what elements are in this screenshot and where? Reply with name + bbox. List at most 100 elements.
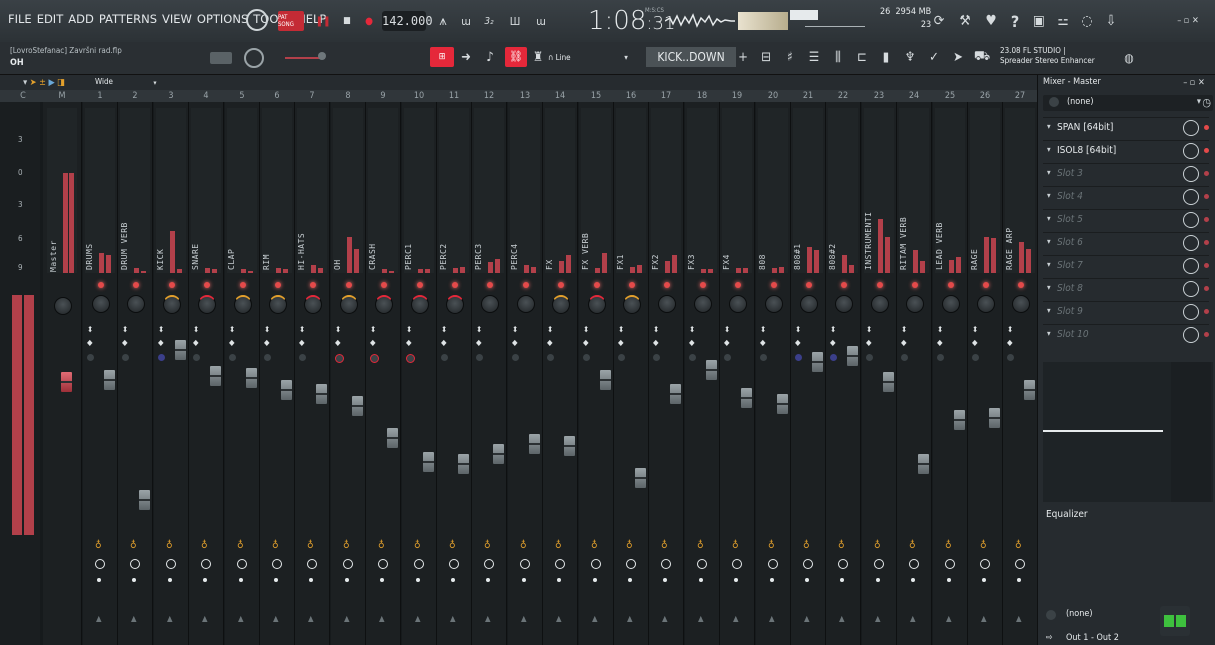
latency-icon[interactable] — [343, 559, 353, 569]
phase-icon[interactable] — [512, 354, 519, 361]
phase-icon[interactable] — [653, 354, 660, 361]
main-volume-slider[interactable] — [285, 57, 325, 59]
menu-file[interactable]: FILE — [8, 12, 32, 26]
panel-window-controls[interactable]: – ▫ ✕ — [1183, 77, 1205, 88]
pan-knob[interactable] — [481, 295, 499, 313]
phase-icon[interactable] — [1007, 354, 1014, 361]
track-name[interactable]: 808#1 — [793, 243, 802, 270]
latency-icon[interactable] — [768, 559, 778, 569]
lock-icon[interactable]: ♁ — [237, 540, 244, 551]
send-arrow-icon[interactable]: ▲ — [521, 614, 527, 623]
volume-fader[interactable] — [316, 384, 327, 404]
mute-switch[interactable] — [700, 282, 706, 288]
slot-menu-icon[interactable]: ▾ — [1047, 329, 1051, 338]
swap-channels-icon[interactable]: ◆ — [760, 338, 766, 347]
route-dot[interactable] — [876, 578, 880, 582]
pitch-slider[interactable] — [805, 26, 865, 27]
latency-icon[interactable] — [201, 559, 211, 569]
menu-patterns[interactable]: PATTERNS — [98, 12, 157, 26]
loop-record-icon[interactable]: ɯ — [536, 14, 546, 28]
swap-channels-icon[interactable]: ◆ — [583, 338, 589, 347]
mixer-toolbar-icons[interactable]: ▾ ➤ ± ▶ ◨ — [23, 77, 65, 88]
add-pattern-icon[interactable]: + — [738, 49, 748, 65]
effect-slot-4[interactable]: ▾ Slot 4 — [1043, 186, 1209, 208]
channel-rack-icon[interactable]: ☰ — [808, 49, 820, 65]
latency-icon[interactable] — [414, 559, 424, 569]
slot-mix-knob[interactable] — [1183, 120, 1199, 136]
output-route[interactable]: Out 1 - Out 2 — [1066, 633, 1119, 643]
slot-mix-knob[interactable] — [1183, 281, 1199, 297]
slot-enable-switch[interactable] — [1204, 240, 1209, 245]
route-dot[interactable] — [203, 578, 207, 582]
track-name[interactable]: RAGE ARP — [1005, 227, 1014, 270]
track-name[interactable]: DRUMS — [85, 243, 94, 270]
track-name[interactable]: SNARE — [191, 243, 200, 270]
lock-icon[interactable]: ♁ — [484, 540, 491, 551]
stereo-separation-icon[interactable]: ⬍ — [335, 325, 342, 334]
volume-fader[interactable] — [670, 384, 681, 404]
effect-slot-7[interactable]: ▾ Slot 7 — [1043, 255, 1209, 277]
help-icon[interactable]: ? — [1010, 11, 1020, 31]
lock-icon[interactable]: ♁ — [1015, 540, 1022, 551]
lock-icon[interactable]: ♁ — [130, 540, 137, 551]
volume-fader[interactable] — [352, 396, 363, 416]
slot-mix-knob[interactable] — [1183, 166, 1199, 182]
stereo-separation-icon[interactable]: ⬍ — [653, 325, 660, 334]
pan-knob[interactable] — [871, 295, 889, 313]
track-name[interactable]: KICK — [156, 248, 165, 270]
track-name[interactable]: FX4 — [722, 254, 731, 270]
track-name[interactable]: CLAP — [227, 248, 236, 270]
stereo-separation-icon[interactable]: ⬍ — [264, 325, 271, 334]
slot-mix-knob[interactable] — [1183, 212, 1199, 228]
track-name[interactable]: DRUM VERB — [120, 222, 129, 270]
menu-options[interactable]: OPTIONS — [196, 12, 249, 26]
volume-fader[interactable] — [564, 436, 575, 456]
phase-icon[interactable] — [476, 354, 483, 361]
mute-switch[interactable] — [806, 282, 812, 288]
mute-switch[interactable] — [948, 282, 954, 288]
stereo-separation-icon[interactable]: ⬍ — [972, 325, 979, 334]
stereo-separation-icon[interactable]: ⬍ — [193, 325, 200, 334]
song-time-display[interactable]: 1:08:31 — [588, 6, 675, 36]
send-arrow-icon[interactable]: ▲ — [733, 614, 739, 623]
lock-icon[interactable]: ♁ — [697, 540, 704, 551]
snap-dropdown-icon[interactable]: ▾ — [624, 52, 628, 62]
pan-knob[interactable] — [163, 295, 181, 314]
volume-fader[interactable] — [387, 428, 398, 448]
latency-icon[interactable] — [909, 559, 919, 569]
track-name[interactable]: 808#2 — [828, 243, 837, 270]
input-selector[interactable]: (none) ▾ ◷ — [1043, 95, 1213, 111]
piano-roll-icon[interactable]: ♯ — [787, 49, 793, 65]
send-arrow-icon[interactable]: ▲ — [167, 614, 173, 623]
latency-icon[interactable] — [272, 559, 282, 569]
track-name[interactable]: 808 — [758, 254, 767, 270]
lock-icon[interactable]: ♁ — [768, 540, 775, 551]
phase-icon[interactable] — [901, 354, 908, 361]
tempo-display[interactable]: 142.000 — [382, 11, 433, 31]
phase-icon[interactable] — [264, 354, 271, 361]
latency-icon[interactable] — [520, 559, 530, 569]
play-icon[interactable]: ❚❚ — [315, 15, 331, 27]
track-name[interactable]: CRASH — [368, 243, 377, 270]
stereo-separation-icon[interactable]: ⬍ — [122, 325, 129, 334]
volume-fader[interactable] — [954, 410, 965, 430]
globe-icon[interactable]: ◍ — [1124, 51, 1134, 65]
tools-icon[interactable]: ⚒ — [959, 13, 971, 29]
pan-knob[interactable] — [552, 295, 570, 314]
track-name[interactable]: PERC4 — [510, 243, 519, 270]
effect-slot-6[interactable]: ▾ Slot 6 — [1043, 232, 1209, 254]
send-arrow-icon[interactable]: ▲ — [308, 614, 314, 623]
route-dot[interactable] — [663, 578, 667, 582]
slot-menu-icon[interactable]: ▾ — [1047, 214, 1051, 223]
eq-band-sliders[interactable] — [1171, 362, 1211, 502]
save-icon[interactable]: ▣ — [1033, 13, 1045, 29]
mute-switch[interactable] — [629, 282, 635, 288]
stereo-separation-icon[interactable]: ⬍ — [299, 325, 306, 334]
pan-knob[interactable] — [127, 295, 145, 313]
phase-icon[interactable] — [618, 354, 625, 361]
stereo-separation-icon[interactable]: ⬍ — [87, 325, 94, 334]
pan-knob[interactable] — [942, 295, 960, 313]
mute-switch[interactable] — [310, 282, 316, 288]
pattern-selector[interactable]: KICK..DOWN — [646, 47, 736, 67]
track-name[interactable]: Master — [49, 240, 58, 272]
